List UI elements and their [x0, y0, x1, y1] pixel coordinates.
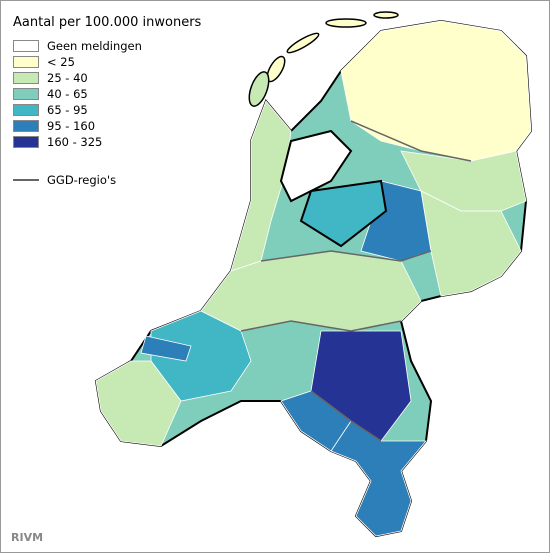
legend-swatch — [13, 88, 39, 100]
region — [230, 100, 292, 272]
legend-label: 40 - 65 — [47, 87, 88, 101]
region — [95, 360, 182, 447]
legend-swatch — [13, 136, 39, 148]
legend-item: 160 - 325 — [13, 134, 142, 150]
footer: RIVM — [11, 531, 44, 544]
ggd-border — [240, 320, 402, 332]
ggd-border — [350, 120, 472, 162]
legend-swatch — [13, 72, 39, 84]
region — [280, 390, 352, 452]
region — [299, 179, 388, 248]
legend-title: Aantal per 100.000 inwoners — [13, 15, 202, 30]
ggd-border — [260, 250, 432, 262]
ggd-border — [310, 390, 382, 442]
legend-swatch — [13, 40, 39, 52]
legend-label: 65 - 95 — [47, 103, 88, 117]
legend-item: 65 - 95 — [13, 102, 142, 118]
legend-item: 25 - 40 — [13, 70, 142, 86]
legend-label: 25 - 40 — [47, 71, 88, 85]
region — [150, 310, 252, 402]
legend: Geen meldingen < 25 25 - 40 40 - 65 65 - 95 9… — [13, 38, 142, 150]
legend-swatch — [13, 104, 39, 116]
region — [420, 190, 522, 297]
island — [325, 18, 367, 28]
legend-swatch — [13, 56, 39, 68]
legend-line-label: GGD-regio's — [47, 173, 117, 187]
island — [286, 32, 320, 54]
region — [330, 420, 427, 537]
region — [340, 20, 532, 162]
legend-label: < 25 — [47, 55, 75, 69]
legend-item: Geen meldingen — [13, 38, 142, 54]
lake — [279, 129, 353, 203]
legend-label: 160 - 325 — [47, 135, 103, 149]
legend-item: 95 - 160 — [13, 118, 142, 134]
legend-label: 95 - 160 — [47, 119, 96, 133]
legend-swatch — [13, 120, 39, 132]
legend-line-item: GGD-regio's — [13, 173, 116, 187]
island — [248, 71, 270, 107]
region — [140, 335, 192, 362]
legend-label: Geen meldingen — [47, 39, 142, 53]
island — [373, 11, 399, 19]
legend-line — [13, 179, 39, 181]
legend-item: < 25 — [13, 54, 142, 70]
legend-item: 40 - 65 — [13, 86, 142, 102]
